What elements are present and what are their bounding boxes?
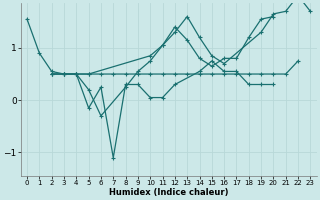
X-axis label: Humidex (Indice chaleur): Humidex (Indice chaleur) <box>109 188 228 197</box>
